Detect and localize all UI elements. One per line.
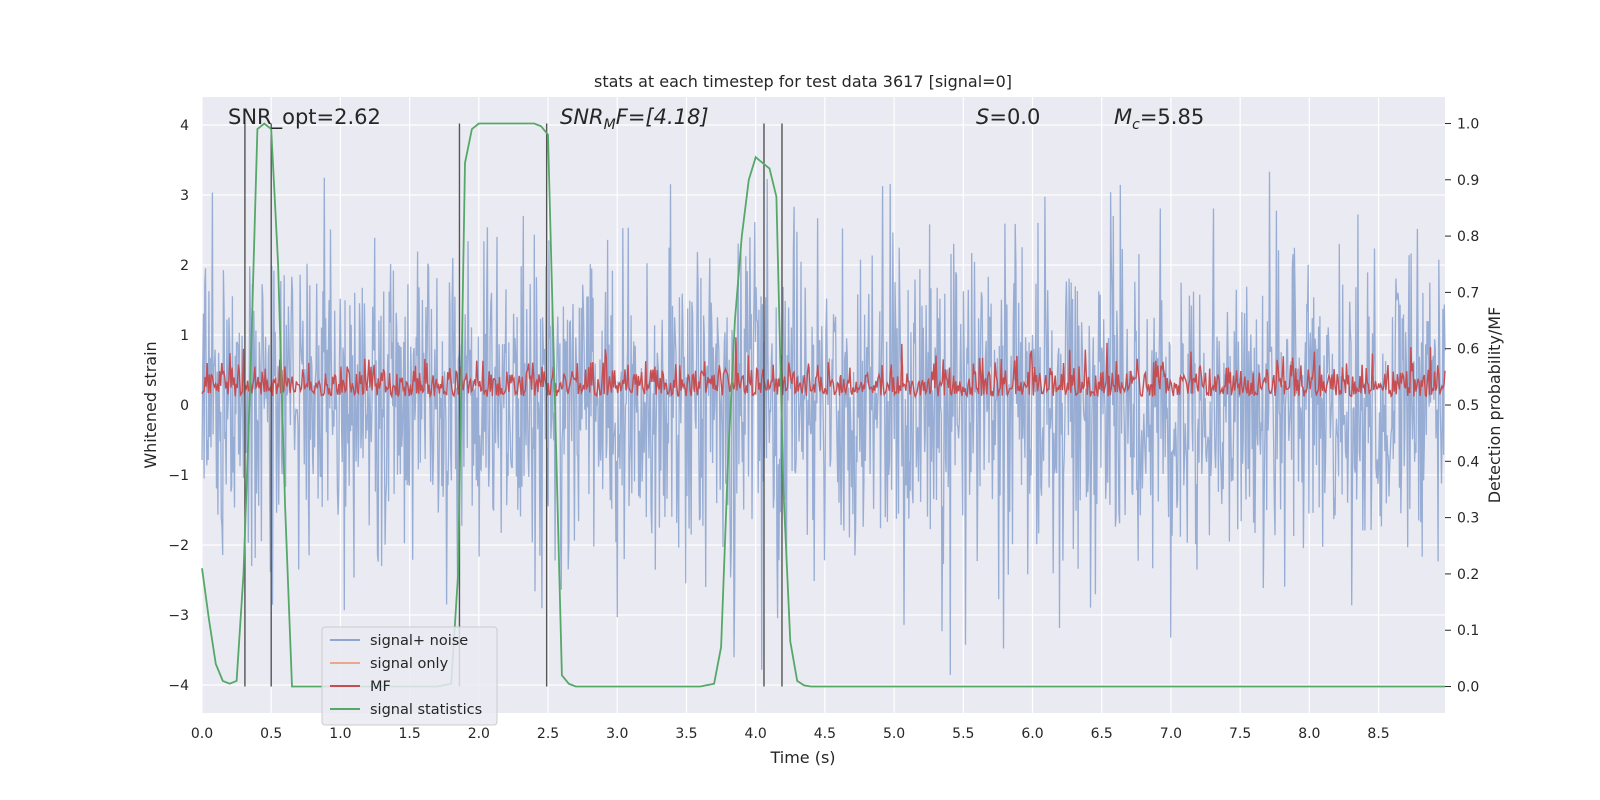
mf-series <box>201 337 1446 399</box>
y-tick-label: −1 <box>168 468 189 484</box>
x-tick-label: 4.0 <box>745 726 767 742</box>
y2-tick-label: 0.4 <box>1457 454 1479 470</box>
signal-statistics-series <box>201 122 1445 688</box>
mf-line <box>201 337 1446 399</box>
x-axis-ticks: 0.0 0.5 1.0 1.5 2.0 2.5 3.0 3.5 4.0 4.5 5.0 5.5 6.0 6… <box>191 726 1390 742</box>
y-tick-label: −4 <box>168 678 189 694</box>
y2-tick-label: 1.0 <box>1457 116 1479 132</box>
y2-tick-label: 0.1 <box>1457 623 1479 639</box>
legend-label-signal-only: signal only <box>370 656 449 672</box>
x-tick-label: 7.0 <box>1160 726 1182 742</box>
y2-tick-label: 0.5 <box>1457 398 1479 414</box>
y2-tick-label: 0.7 <box>1457 285 1479 301</box>
x-tick-label: 3.5 <box>675 726 697 742</box>
x-tick-label: 0.0 <box>191 726 213 742</box>
y2-axis-label: Detection probability/MF <box>1485 307 1504 504</box>
annotation-s: S=0.0 <box>976 105 1040 129</box>
y-tick-label: 3 <box>180 188 189 204</box>
x-tick-label: 2.0 <box>468 726 490 742</box>
x-tick-label: 3.0 <box>606 726 628 742</box>
y-tick-label: 0 <box>180 398 189 414</box>
x-tick-label: 5.5 <box>952 726 974 742</box>
legend-box <box>321 626 498 726</box>
x-tick-label: 7.5 <box>1229 726 1251 742</box>
legend-label-signal-statistics: signal statistics <box>370 702 482 718</box>
y2-tick-label: 0.8 <box>1457 229 1479 245</box>
x-axis-label: Time (s) <box>769 748 835 767</box>
signal-noise-series <box>201 171 1446 675</box>
x-tick-label: 0.5 <box>260 726 282 742</box>
y-tick-label: −2 <box>168 538 189 554</box>
legend-label-mf: MF <box>370 679 391 695</box>
y2-axis-ticks: 1.0 0.9 0.8 0.7 0.6 0.5 0.4 0.3 0.2 0.1 0.0 <box>1445 116 1479 696</box>
legend: signal+ noise signal only MF signal stat… <box>321 626 498 726</box>
annotation-mc: Mc=5.85 <box>1114 105 1204 133</box>
y2-tick-label: 0.0 <box>1457 680 1479 696</box>
y2-tick-label: 0.9 <box>1457 173 1479 189</box>
y-tick-label: 2 <box>180 258 189 274</box>
y2-tick-label: 0.6 <box>1457 342 1479 358</box>
y-axis-ticks: 4 3 2 1 0 −1 −2 −3 −4 <box>168 118 189 694</box>
y2-tick-label: 0.2 <box>1457 567 1479 583</box>
y-tick-label: 1 <box>180 328 189 344</box>
y-tick-label: −3 <box>168 608 189 624</box>
x-tick-label: 1.5 <box>398 726 420 742</box>
x-tick-label: 8.0 <box>1298 726 1320 742</box>
y2-tick-label: 0.3 <box>1457 511 1479 527</box>
annotation-snr-mf: SNRMF=[4.18] <box>560 105 709 133</box>
x-tick-label: 5.0 <box>883 726 905 742</box>
y-tick-label: 4 <box>180 118 189 134</box>
signal-noise-line <box>201 171 1446 675</box>
x-tick-label: 4.5 <box>814 726 836 742</box>
x-tick-label: 2.5 <box>537 726 559 742</box>
x-tick-label: 6.5 <box>1091 726 1113 742</box>
signal-statistics-line <box>201 122 1445 688</box>
x-tick-label: 1.0 <box>329 726 351 742</box>
x-tick-label: 8.5 <box>1367 726 1389 742</box>
chart-title: stats at each timestep for test data 361… <box>594 72 1012 91</box>
y-axis-label: Whitened strain <box>141 341 160 468</box>
legend-label-signal-noise: signal+ noise <box>370 633 468 649</box>
x-tick-label: 6.0 <box>1021 726 1043 742</box>
annotation-snr-opt: SNR_opt=2.62 <box>228 105 381 130</box>
